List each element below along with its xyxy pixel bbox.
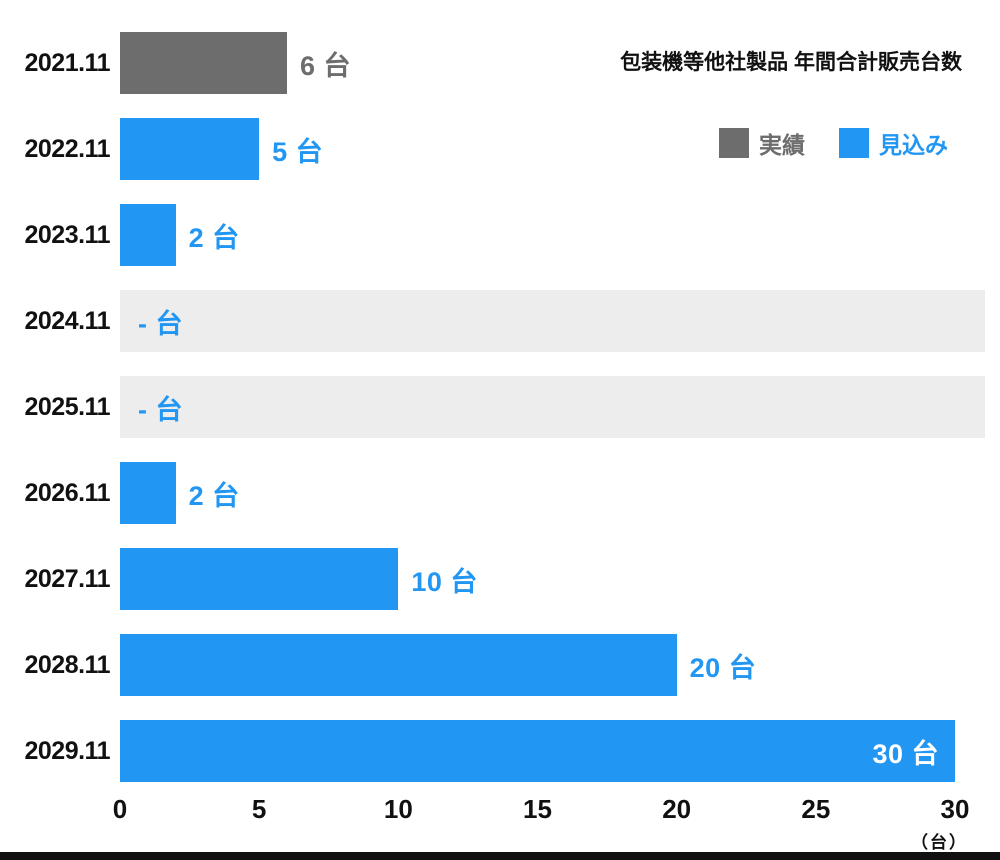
legend-label-forecast: 見込み <box>879 132 948 158</box>
bar <box>120 118 260 180</box>
chart-row: 2025.11 - 台 <box>0 364 1000 450</box>
row-plot-area: 2 台 <box>120 450 1000 536</box>
category-label: 2026.11 <box>24 478 111 507</box>
value-label: 30 台 <box>872 738 939 769</box>
unit-label: （台） <box>911 833 968 852</box>
bar <box>120 32 287 94</box>
legend-item-actual: 実績 <box>719 126 805 160</box>
row-plot-area: - 台 <box>120 364 1000 450</box>
chart-row: 2029.11 30 台 <box>0 708 1000 794</box>
bar: 30 台 <box>120 720 955 782</box>
value-label: 2 台 <box>188 480 240 511</box>
chart-row: 2021.11 6 台 <box>0 20 1000 106</box>
chart-title: 包装機等他社製品 年間合計販売台数 <box>620 51 962 74</box>
category-label: 2027.11 <box>24 564 111 593</box>
row-plot-area: - 台 <box>120 278 1000 364</box>
value-label: 5 台 <box>272 136 324 167</box>
chart-row: 2027.11 10 台 <box>0 536 1000 622</box>
value-label: 2 台 <box>188 222 240 253</box>
category-label: 2024.11 <box>24 306 111 335</box>
value-label: 20 台 <box>689 652 757 683</box>
category-label: 2025.11 <box>24 392 111 421</box>
empty-track <box>120 290 985 352</box>
x-tick: 25 <box>801 794 831 824</box>
category-label: 2029.11 <box>24 736 111 765</box>
bar <box>120 204 176 266</box>
chart-row: 2026.11 2 台 <box>0 450 1000 536</box>
category-label: 2028.11 <box>24 650 111 679</box>
bar <box>120 634 677 696</box>
legend-swatch-forecast <box>839 128 869 158</box>
row-plot-area: 30 台 <box>120 708 1000 794</box>
value-label: - 台 <box>138 308 183 339</box>
value-label: 6 台 <box>300 50 352 81</box>
legend: 実績 見込み <box>719 126 948 160</box>
x-tick: 15 <box>523 794 552 824</box>
x-tick: 10 <box>383 794 413 824</box>
chart-row: 2022.11 5 台 <box>0 106 1000 192</box>
legend-item-forecast: 見込み <box>839 126 948 160</box>
footer-bar <box>0 852 1000 860</box>
x-tick: 0 <box>112 794 128 824</box>
chart-row: 2023.11 2 台 <box>0 192 1000 278</box>
chart-row: 2024.11 - 台 <box>0 278 1000 364</box>
legend-label-actual: 実績 <box>759 132 805 158</box>
value-label: 10 台 <box>411 566 478 597</box>
category-label: 2022.11 <box>24 134 111 163</box>
x-tick: 30 <box>940 794 970 824</box>
row-plot-area: 6 台 <box>120 20 1000 106</box>
category-label: 2023.11 <box>24 220 111 249</box>
legend-swatch-actual <box>719 128 749 158</box>
empty-track <box>120 376 985 438</box>
row-plot-area: 10 台 <box>120 536 1000 622</box>
x-tick: 5 <box>251 794 267 824</box>
x-tick: 20 <box>662 794 692 824</box>
bar <box>120 548 399 610</box>
row-plot-area: 20 台 <box>120 622 1000 708</box>
value-label: - 台 <box>138 394 183 425</box>
row-plot-area: 5 台 <box>120 106 1000 192</box>
rows: 2021.11 6 台 2022.11 5 台 2023.11 2 台 2024.11 - 台… <box>0 20 1000 794</box>
bar <box>120 462 176 524</box>
chart-row: 2028.11 20 台 <box>0 622 1000 708</box>
row-plot-area: 2 台 <box>120 192 1000 278</box>
category-label: 2021.11 <box>24 48 111 77</box>
x-axis: 0 5 10 15 20 25 30 <box>113 794 985 828</box>
